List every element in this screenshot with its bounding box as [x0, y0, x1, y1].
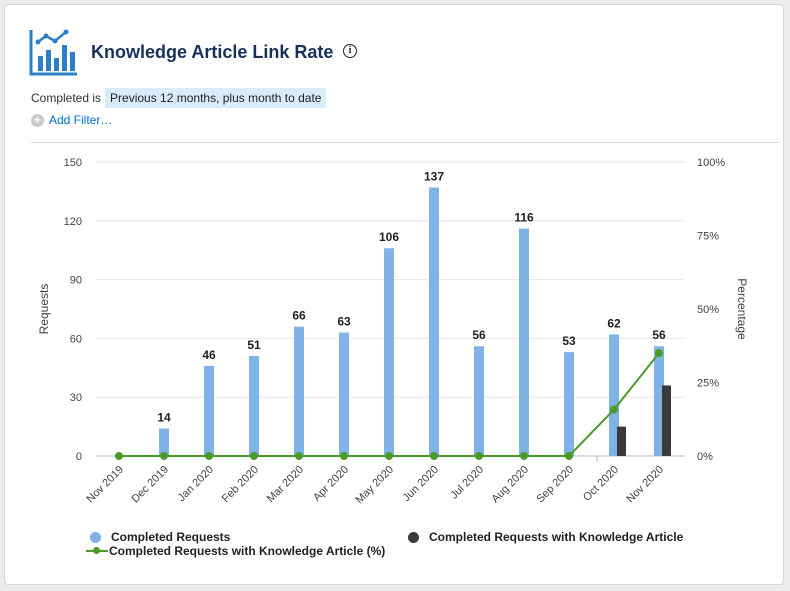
x-tick-label: Sep 2020 [534, 464, 576, 506]
data-label: 51 [247, 338, 261, 352]
x-tick-label: Nov 2020 [624, 464, 666, 506]
data-label: 106 [379, 230, 399, 244]
bar-completed [294, 326, 304, 456]
add-filter-link[interactable]: + Add Filter… [31, 113, 112, 127]
bar-completed [429, 187, 439, 457]
percent-point [610, 405, 618, 414]
bar-completed [384, 248, 394, 456]
y2-tick-label: 25% [697, 378, 719, 390]
y2-tick-label: 75% [697, 231, 719, 243]
bar-completed [474, 346, 484, 456]
percent-point [340, 452, 348, 460]
divider [31, 142, 779, 143]
data-label: 56 [652, 328, 666, 342]
bar-with-ka [617, 426, 626, 456]
x-tick-label: Mar 2020 [265, 464, 306, 505]
bar-completed [519, 228, 529, 456]
bar-completed [204, 365, 214, 456]
bars [159, 187, 671, 457]
x-tick-label: Jun 2020 [401, 464, 441, 504]
x-tick-label: Nov 2019 [84, 464, 126, 506]
y2-tick-label: 100% [697, 157, 725, 169]
y2-tick-label: 0% [697, 451, 713, 463]
add-filter-label: Add Filter… [49, 113, 113, 127]
x-tick-label: Oct 2020 [581, 464, 621, 504]
percent-point [565, 452, 573, 460]
percent-point [430, 452, 438, 460]
x-tick-label: Jan 2020 [176, 464, 216, 504]
legend-with-ka[interactable]: Completed Requests with Knowledge Articl… [408, 530, 683, 544]
y-tick-label: 30 [70, 392, 82, 404]
legend-swatch-completed [90, 531, 101, 543]
data-label: 116 [514, 211, 534, 225]
percent-point [295, 452, 303, 460]
percent-point [520, 452, 528, 460]
info-icon[interactable]: i [343, 44, 357, 58]
legend-pct[interactable]: Completed Requests with Knowledge Articl… [86, 544, 385, 558]
data-label: 66 [292, 309, 306, 323]
report-chart-icon [28, 28, 78, 78]
bar-completed [609, 334, 619, 456]
x-tick-label: Jul 2020 [448, 464, 486, 502]
x-tick-label: May 2020 [353, 464, 396, 507]
bar-completed [654, 346, 664, 456]
filter-label: Completed is [31, 91, 102, 105]
data-label: 62 [607, 316, 621, 330]
y2-axis-title: Percentage [735, 278, 749, 340]
data-label: 137 [424, 169, 444, 183]
y-tick-label: 90 [70, 275, 82, 287]
y-tick-label: 0 [76, 451, 82, 463]
bar-completed [564, 352, 574, 456]
y-tick-label: 150 [64, 157, 82, 169]
data-label: 53 [562, 334, 576, 348]
percent-point [115, 452, 123, 460]
page-title: Knowledge Article Link Rate [91, 42, 334, 62]
x-tick-label: Feb 2020 [220, 464, 261, 505]
filter-value-chip[interactable]: Previous 12 months, plus month to date [105, 88, 327, 108]
y2-tick-label: 50% [697, 304, 719, 316]
bar-with-ka [662, 385, 671, 456]
percent-point [160, 452, 168, 460]
filter-row: Completed is Previous 12 months, plus mo… [31, 88, 327, 108]
data-label: 46 [202, 348, 216, 362]
x-tick-label: Aug 2020 [489, 464, 531, 506]
percent-point [475, 452, 483, 460]
percent-point [250, 452, 258, 460]
legend-swatch-with-ka [408, 531, 419, 543]
legend-label-completed: Completed Requests [111, 530, 231, 544]
percent-line [115, 349, 663, 460]
bar-completed [339, 332, 349, 456]
legend-label-with-ka: Completed Requests with Knowledge Articl… [429, 530, 684, 544]
legend-label-pct: Completed Requests with Knowledge Articl… [109, 544, 386, 558]
y-axis-title: Requests [37, 284, 51, 335]
y-tick-label: 60 [70, 333, 82, 345]
data-label: 56 [472, 328, 486, 342]
x-tick-label: Dec 2019 [129, 464, 171, 506]
data-label: 14 [157, 411, 171, 425]
plus-circle-icon: + [31, 113, 44, 127]
legend-swatch-pct [86, 545, 108, 557]
percent-point [205, 452, 213, 460]
data-label: 63 [337, 315, 351, 329]
x-tick-label: Apr 2020 [311, 464, 351, 504]
legend-completed[interactable]: Completed Requests [90, 530, 230, 544]
y-tick-label: 120 [64, 216, 82, 228]
bar-completed [159, 428, 169, 456]
percent-point [385, 452, 393, 460]
percent-point [655, 349, 663, 358]
bar-completed [249, 356, 259, 456]
